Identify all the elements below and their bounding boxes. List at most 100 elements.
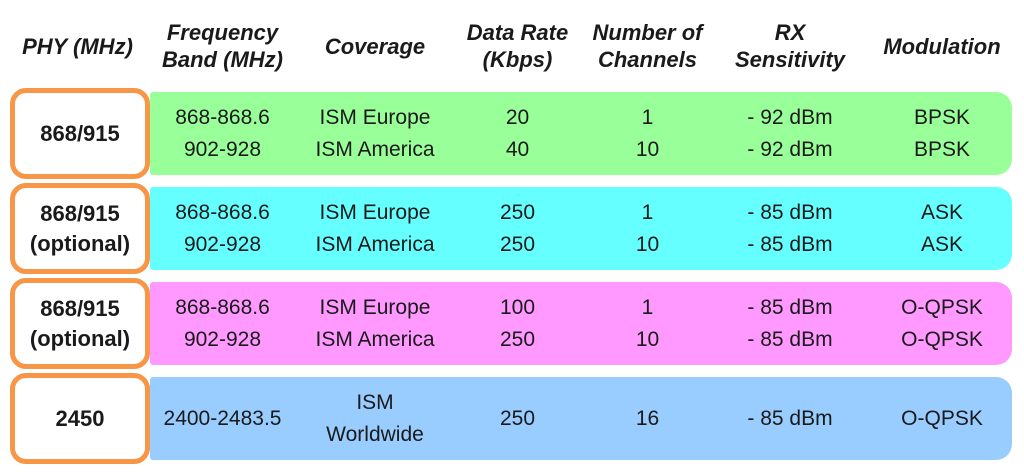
col-header-num-channels: Number of Channels <box>575 19 720 73</box>
col-header-phy: PHY (MHz) <box>0 33 155 60</box>
phy-box: 2450 <box>10 373 150 464</box>
cell-data-rate: 250 250 <box>460 187 575 270</box>
cell-line: 902-928 <box>183 137 262 161</box>
cell-line: ISM Europe <box>319 295 431 319</box>
col-header-line: Sensitivity <box>734 47 846 72</box>
cell-data-rate: 20 40 <box>460 92 575 175</box>
cell-line: 16 <box>635 406 660 430</box>
cell-line: O-QPSK <box>901 406 983 430</box>
cell-rx-sensitivity: - 92 dBm - 92 dBm <box>720 92 860 175</box>
cell-line: ISM Europe <box>319 200 431 224</box>
cell-rx-sensitivity: - 85 dBm - 85 dBm <box>720 187 860 270</box>
cell-modulation: ASK ASK <box>860 187 1024 270</box>
cell-line: 1 <box>641 295 654 319</box>
cell-frequency-band: 868-868.6 902-928 <box>155 92 290 175</box>
cell-line: - 85 dBm <box>747 232 833 256</box>
cell-line: ISM America <box>315 232 435 256</box>
cell-line: - 92 dBm <box>747 137 833 161</box>
cell-line: ASK <box>920 232 964 256</box>
col-header-line: Frequency <box>166 20 279 45</box>
cell-line: BPSK <box>913 105 971 129</box>
cell-frequency-band: 2400-2483.5 <box>155 377 290 460</box>
cell-num-channels: 1 10 <box>575 187 720 270</box>
cell-modulation: O-QPSK O-QPSK <box>860 282 1024 365</box>
cell-line: 250 <box>499 232 536 256</box>
phy-label: 868/915 <box>40 295 120 321</box>
table-row: 868/915 868-868.6 902-928 ISM Europe ISM… <box>0 88 1024 179</box>
cell-num-channels: 16 <box>575 377 720 460</box>
row-band <box>150 187 1012 270</box>
phy-box: 868/915 (optional) <box>10 278 150 369</box>
cell-coverage: ISM Europe ISM America <box>290 92 460 175</box>
cell-line: 100 <box>499 295 536 319</box>
row-cells: 868-868.6 902-928 ISM Europe ISM America… <box>0 92 1024 175</box>
col-header-coverage: Coverage <box>290 33 460 60</box>
phy-box: 868/915 <box>10 88 150 179</box>
cell-line: - 85 dBm <box>747 327 833 351</box>
col-header-frequency-band: Frequency Band (MHz) <box>155 19 290 73</box>
cell-line: 868-868.6 <box>175 295 270 319</box>
phy-label: 2450 <box>55 405 105 431</box>
cell-line: 250 <box>499 327 536 351</box>
col-header-data-rate: Data Rate (Kbps) <box>460 19 575 73</box>
col-header-rx-sensitivity: RX Sensitivity <box>720 19 860 73</box>
phy-note: (optional) <box>29 325 131 351</box>
table-row: 2450 2400-2483.5 ISM Worldwide 250 16 <box>0 373 1024 464</box>
cell-modulation: O-QPSK <box>860 377 1024 460</box>
cell-line: ISM Europe <box>319 105 431 129</box>
cell-num-channels: 1 10 <box>575 92 720 175</box>
cell-rx-sensitivity: - 85 dBm - 85 dBm <box>720 282 860 365</box>
col-header-line: Band (MHz) <box>162 47 283 72</box>
col-header-modulation: Modulation <box>860 33 1024 60</box>
col-header-line: Channels <box>597 47 698 72</box>
cell-line: 250 <box>499 200 536 224</box>
col-header-line: (Kbps) <box>482 47 553 72</box>
cell-line: 1 <box>641 200 654 224</box>
cell-data-rate: 100 250 <box>460 282 575 365</box>
cell-rx-sensitivity: - 85 dBm <box>720 377 860 460</box>
cell-line: 10 <box>635 137 660 161</box>
cell-line: 902-928 <box>183 327 262 351</box>
cell-line: ISM <box>356 390 394 414</box>
col-header-line: Data Rate <box>466 20 569 45</box>
col-header-line: Coverage <box>324 33 426 59</box>
cell-coverage: ISM Worldwide <box>290 377 460 460</box>
cell-line: 868-868.6 <box>175 105 270 129</box>
cell-line: - 92 dBm <box>747 105 833 129</box>
cell-modulation: BPSK BPSK <box>860 92 1024 175</box>
phy-label: 868/915 <box>40 120 120 146</box>
cell-line: 902-928 <box>183 232 262 256</box>
cell-data-rate: 250 <box>460 377 575 460</box>
cell-line: 20 <box>505 105 530 129</box>
table-row: 868/915 (optional) 868-868.6 902-928 ISM… <box>0 183 1024 274</box>
col-header-line: Number of <box>592 20 703 45</box>
col-header-line: RX <box>774 20 806 45</box>
cell-line: 1 <box>641 105 654 129</box>
header-row: PHY (MHz) Frequency Band (MHz) Coverage … <box>0 0 1024 92</box>
cell-num-channels: 1 10 <box>575 282 720 365</box>
row-band <box>150 282 1012 365</box>
cell-line: BPSK <box>913 137 971 161</box>
table-row: 868/915 (optional) 868-868.6 902-928 ISM… <box>0 278 1024 369</box>
cell-line: ISM America <box>315 327 435 351</box>
row-cells: 2400-2483.5 ISM Worldwide 250 16 - 85 dB… <box>0 377 1024 460</box>
cell-line: - 85 dBm <box>747 295 833 319</box>
row-cells: 868-868.6 902-928 ISM Europe ISM America… <box>0 187 1024 270</box>
col-header-line: Modulation <box>883 33 1001 59</box>
cell-line: 2400-2483.5 <box>163 406 282 430</box>
cell-line: 250 <box>499 406 536 430</box>
cell-line: 10 <box>635 232 660 256</box>
cell-line: ISM America <box>315 137 435 161</box>
col-header-line: PHY (MHz) <box>22 33 133 59</box>
cell-frequency-band: 868-868.6 902-928 <box>155 282 290 365</box>
row-band <box>150 92 1012 175</box>
cell-line: - 85 dBm <box>747 406 833 430</box>
cell-coverage: ISM Europe ISM America <box>290 282 460 365</box>
phy-box: 868/915 (optional) <box>10 183 150 274</box>
cell-line: - 85 dBm <box>747 200 833 224</box>
phy-note: (optional) <box>29 230 131 256</box>
cell-line: ASK <box>920 200 964 224</box>
phy-label: 868/915 <box>40 200 120 226</box>
cell-line: 40 <box>505 137 530 161</box>
